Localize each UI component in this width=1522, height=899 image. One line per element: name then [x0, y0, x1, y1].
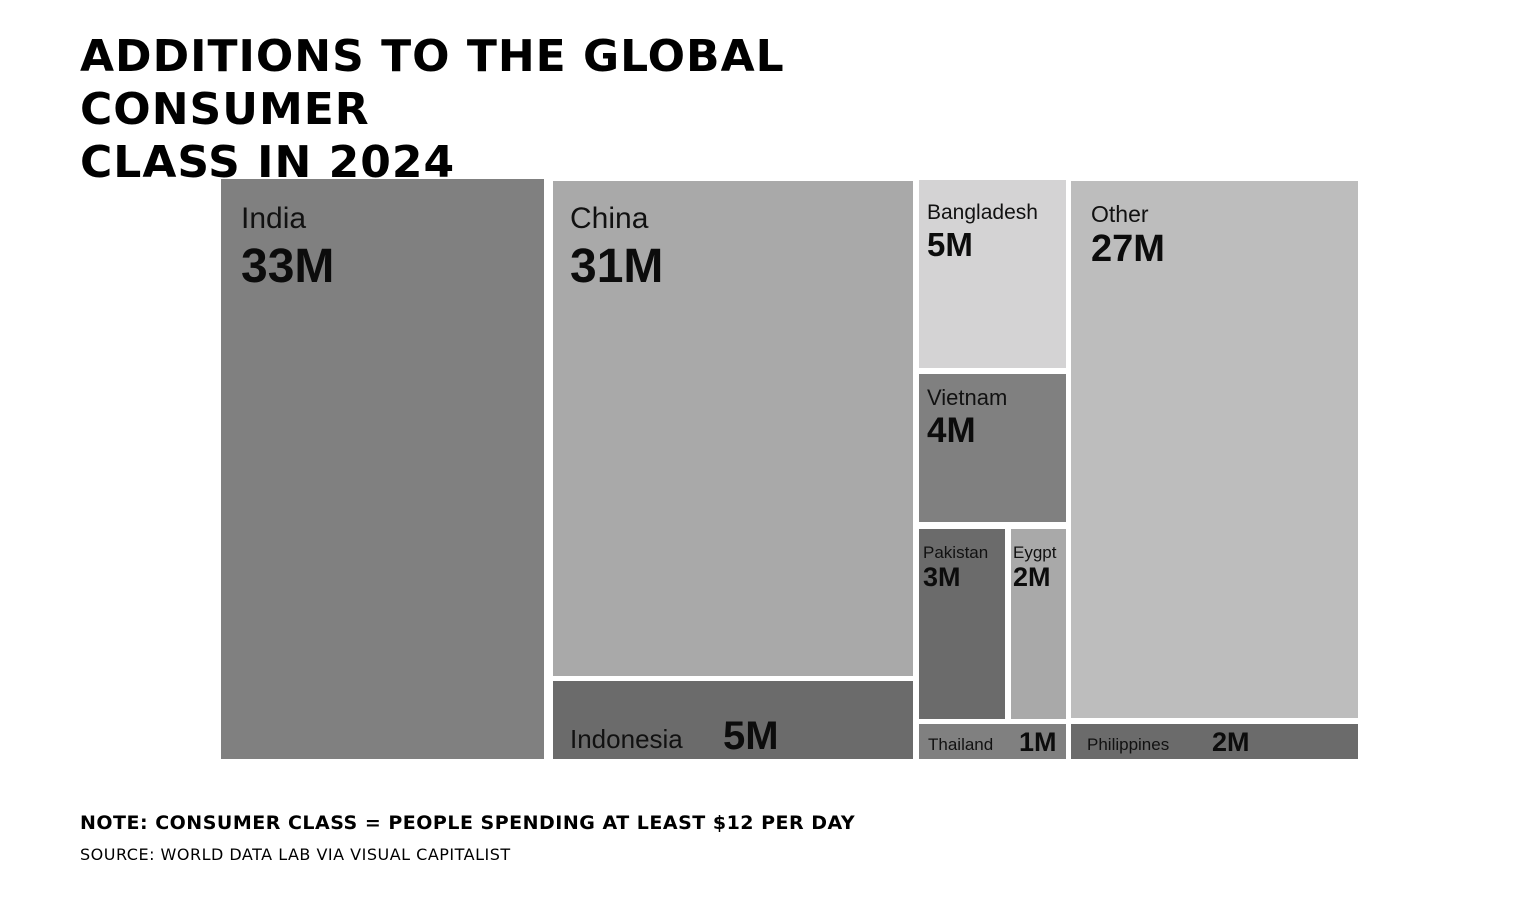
treemap-value-philippines: 2M [1212, 726, 1250, 757]
treemap-label-eygpt: Eygpt [1013, 543, 1057, 562]
chart-note: Note: Consumer class = people spending a… [80, 812, 856, 834]
treemap-value-bangladesh: 5M [927, 226, 973, 263]
treemap-label-china: China [570, 202, 649, 235]
treemap-tile-philippines: Philippines 2M [1071, 724, 1358, 759]
treemap-tile-china: China 31M [553, 181, 913, 676]
treemap-tile-bangladesh: Bangladesh 5M [919, 180, 1066, 368]
treemap-label-vietnam: Vietnam [927, 385, 1008, 410]
treemap-tile-indonesia: Indonesia 5M [553, 681, 913, 759]
treemap-label-philippines: Philippines [1087, 735, 1170, 755]
treemap-tile-pakistan: Pakistan 3M [919, 529, 1005, 719]
chart-title: Additions to the Global Consumer Class i… [80, 30, 1080, 189]
treemap-label-bangladesh: Bangladesh [927, 201, 1038, 224]
treemap-tile-eygpt: Eygpt 2M [1011, 529, 1066, 719]
treemap-label-pakistan: Pakistan [923, 543, 989, 562]
treemap-label-india: India [241, 202, 307, 235]
treemap-value-other: 27M [1091, 228, 1165, 270]
chart-title-line-1: Additions to the Global Consumer [80, 31, 785, 135]
chart-source: Source: World Data Lab via Visual Capita… [80, 845, 511, 864]
treemap-tile-thailand: Thailand 1M [919, 724, 1066, 759]
treemap-value-eygpt: 2M [1013, 562, 1051, 592]
treemap-value-thailand: 1M [1019, 726, 1057, 757]
treemap-value-china: 31M [570, 240, 664, 293]
treemap-label-other: Other [1091, 201, 1149, 227]
treemap-label-indonesia: Indonesia [570, 723, 683, 754]
treemap-label-thailand: Thailand [928, 735, 994, 755]
treemap-value-india: 33M [241, 240, 335, 293]
treemap-value-pakistan: 3M [923, 562, 961, 592]
treemap-tile-vietnam: Vietnam 4M [919, 374, 1066, 522]
treemap-tile-india: India 33M [221, 179, 544, 759]
treemap-value-vietnam: 4M [927, 411, 976, 450]
treemap-tile-other: Other 27M [1071, 181, 1358, 718]
treemap-value-indonesia: 5M [723, 713, 779, 758]
